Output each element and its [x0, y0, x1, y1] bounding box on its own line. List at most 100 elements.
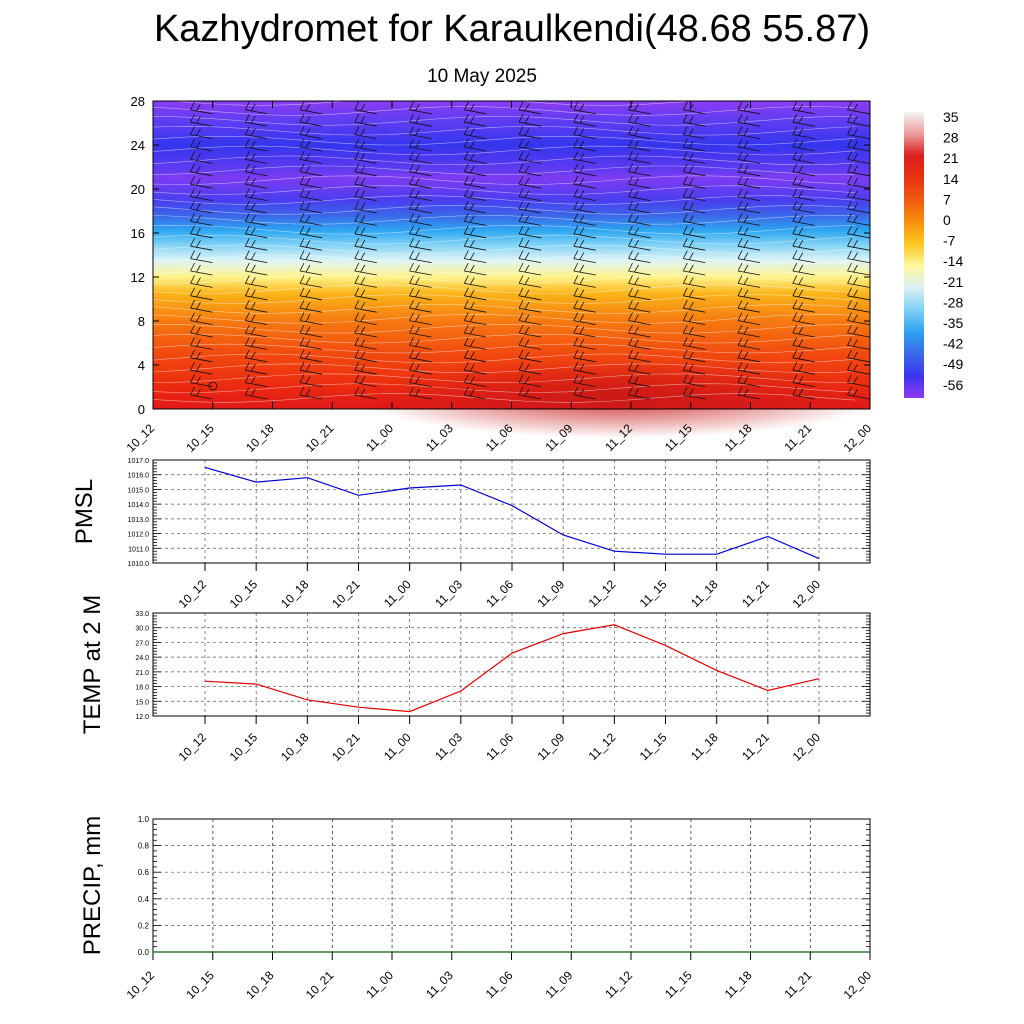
wind-barb: [409, 320, 432, 325]
x-tick-label: 11_06: [483, 968, 516, 1001]
wind-barb: [737, 357, 761, 363]
wind-barb: [409, 146, 432, 152]
x-tick-label: 11_18: [722, 968, 755, 1001]
wind-barb: [190, 208, 213, 214]
wind-barb: [573, 109, 596, 115]
wind-barb: [245, 121, 268, 127]
wind-barb: [518, 357, 542, 363]
wind-barb: [628, 233, 651, 239]
y-tick-label: 24: [131, 138, 145, 153]
wind-barb: [628, 208, 651, 214]
wind-barb: [737, 258, 761, 263]
wind-barb: [190, 320, 213, 325]
wind-barb: [464, 196, 487, 201]
wind-barb: [464, 159, 487, 164]
wind-barb: [409, 332, 432, 338]
wind-barb: [409, 258, 432, 263]
wind-barb: [573, 221, 596, 226]
wind-barb: [299, 345, 323, 350]
wind-barb: [464, 345, 487, 350]
wind-barb: [409, 208, 432, 214]
wind-barb: [628, 394, 651, 400]
colorbar-label: -14: [943, 253, 963, 269]
wind-barb: [737, 183, 761, 189]
wind-barb: [299, 183, 323, 189]
wind-barb: [354, 183, 377, 189]
wind-barb: [190, 221, 213, 226]
wind-barb: [683, 171, 706, 177]
calm-wind-marker: [208, 381, 218, 391]
wind-barb: [464, 245, 487, 251]
x-tick-label: 12_00: [841, 421, 875, 455]
wind-barb: [190, 394, 213, 400]
colorbar-label: -42: [943, 336, 963, 352]
wind-barb: [573, 183, 596, 189]
wind-barb: [573, 307, 596, 313]
wind-barb: [190, 270, 213, 276]
y-tick-label: 0.2: [138, 921, 150, 930]
wind-barb: [464, 121, 487, 127]
wind-barb: [354, 332, 377, 338]
wind-barb: [518, 146, 542, 152]
wind-barb: [683, 245, 706, 251]
wind-barb: [573, 208, 596, 214]
x-tick-label: 10_15: [183, 968, 217, 1002]
wind-barb: [847, 109, 870, 115]
plot-frame: [152, 459, 871, 564]
wind-barb: [354, 320, 377, 325]
y-tick-label: 1013.0: [128, 517, 150, 524]
x-tick-label: 11_18: [688, 730, 721, 763]
wind-barb: [354, 146, 377, 152]
wind-barb: [245, 109, 268, 115]
wind-barb: [299, 295, 323, 301]
wind-barb: [409, 171, 432, 177]
wind-barb: [847, 295, 870, 301]
wind-barb: [190, 307, 213, 313]
wind-barb: [354, 295, 377, 301]
wind-barb: [245, 307, 268, 313]
x-tick-label: 11_09: [534, 577, 567, 610]
wind-barb: [737, 283, 761, 288]
wind-barb: [847, 233, 870, 239]
wind-barb: [628, 332, 651, 338]
wind-barb: [737, 196, 761, 201]
wind-barb: [628, 159, 651, 164]
wind-barb: [245, 320, 268, 325]
y-tick-label: 1.0: [138, 815, 150, 824]
x-tick-label: 11_15: [637, 730, 670, 763]
x-tick-label: 11_12: [586, 577, 619, 610]
wind-barb: [847, 394, 870, 400]
wind-barb: [518, 171, 542, 177]
wind-barb: [573, 382, 596, 387]
chart-subtitle: 10 May 2025: [427, 66, 537, 87]
wind-barb: [354, 307, 377, 313]
wind-barb: [464, 307, 487, 313]
wind-barb: [518, 134, 542, 139]
wind-barb: [573, 258, 596, 263]
y-tick-label: 0.4: [138, 895, 150, 904]
wind-barb: [628, 369, 651, 375]
wind-barb: [792, 146, 815, 152]
wind-barb: [792, 109, 815, 115]
wind-barb: [792, 369, 815, 375]
x-tick-label: 11_03: [432, 730, 465, 763]
wind-barb: [409, 394, 432, 400]
y-tick-label: 4: [138, 358, 145, 373]
wind-barb: [464, 283, 487, 288]
x-tick-label: 11_00: [381, 577, 414, 610]
wind-barb: [792, 196, 815, 201]
wind-barb: [409, 357, 432, 363]
wind-barb: [518, 320, 542, 325]
wind-barb: [190, 357, 213, 363]
wind-barb: [683, 332, 706, 338]
wind-barb: [299, 332, 323, 338]
y-tick-label: 0.0: [138, 948, 150, 957]
wind-barb: [792, 307, 815, 313]
wind-barb: [409, 183, 432, 189]
colorbar-label: 35: [943, 109, 959, 125]
wind-barb: [573, 171, 596, 177]
y-tick-label: 1016.0: [128, 473, 150, 480]
wind-barb: [847, 357, 870, 363]
wind-barb: [245, 258, 268, 263]
wind-barb: [299, 270, 323, 276]
